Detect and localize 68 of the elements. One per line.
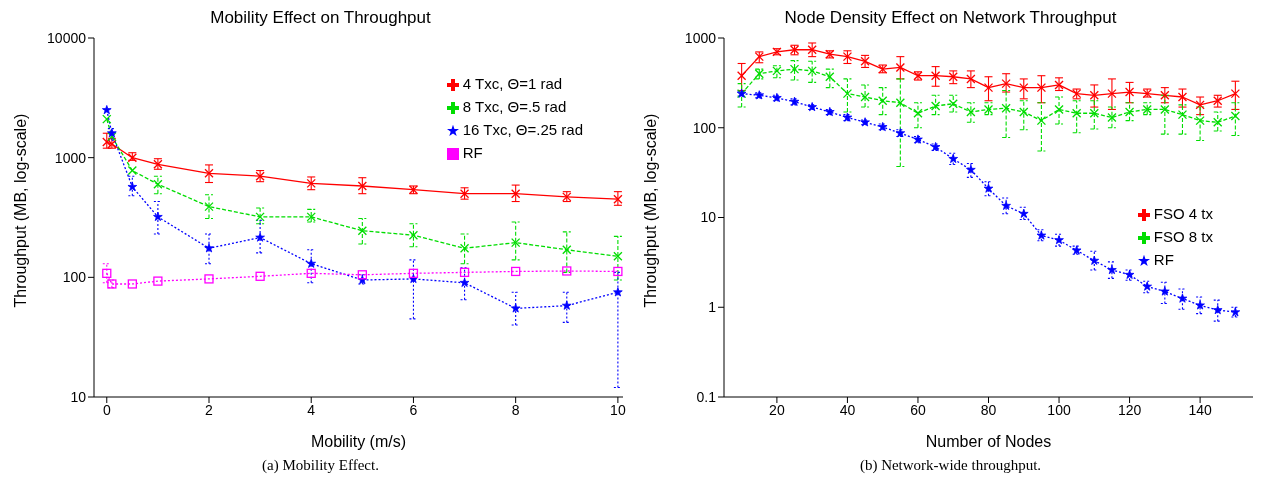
y-tick-label: 100 bbox=[692, 119, 717, 136]
point bbox=[306, 268, 316, 278]
x-tick-label: 8 bbox=[511, 401, 520, 418]
point bbox=[255, 271, 265, 281]
point bbox=[1001, 200, 1011, 210]
x-tick-label: 2 bbox=[205, 401, 214, 418]
legend-label: RF bbox=[462, 144, 483, 161]
point bbox=[102, 268, 112, 278]
legend-label: FSO 4 tx bbox=[1153, 205, 1213, 222]
point bbox=[613, 287, 623, 297]
point bbox=[562, 300, 572, 310]
point bbox=[153, 211, 163, 222]
point bbox=[459, 267, 470, 278]
x-axis-title: Number of Nodes bbox=[925, 433, 1052, 450]
x-tick-label: 20 bbox=[769, 401, 785, 418]
x-tick-label: 100 bbox=[1047, 401, 1071, 418]
y-tick-label: 1000 bbox=[54, 149, 87, 166]
x-tick-label: 0 bbox=[102, 401, 111, 418]
y-tick-label: 1 bbox=[708, 299, 717, 316]
point bbox=[1107, 265, 1117, 275]
point bbox=[306, 258, 316, 268]
y-tick-label: 100 bbox=[62, 269, 87, 286]
point bbox=[983, 183, 994, 193]
y-axis-title: Throughput (MB, log-scale) bbox=[11, 113, 29, 308]
point bbox=[1195, 300, 1205, 310]
point bbox=[613, 266, 623, 277]
chart-title: Node Density Effect on Network Throughput bbox=[784, 8, 1117, 27]
point bbox=[1160, 286, 1170, 296]
point bbox=[102, 105, 112, 115]
x-tick-label: 140 bbox=[1188, 401, 1212, 418]
point bbox=[1177, 293, 1188, 303]
point bbox=[459, 277, 470, 287]
legend-label: 8 Txc, Θ=.5 rad bbox=[462, 98, 567, 115]
legend-label: RF bbox=[1153, 251, 1174, 268]
point bbox=[408, 268, 419, 278]
x-tick-label: 120 bbox=[1117, 401, 1142, 418]
point bbox=[204, 274, 214, 284]
x-tick-label: 80 bbox=[980, 401, 997, 418]
y-tick-label: 10 bbox=[700, 209, 717, 226]
legend-label: 4 Txc, Θ=1 rad bbox=[462, 75, 563, 92]
text: (a) Mobility Effect. bbox=[261, 457, 380, 474]
point bbox=[511, 266, 521, 277]
x-tick-label: 6 bbox=[409, 401, 418, 418]
y-axis-title: Throughput (MB, log-scale) bbox=[641, 113, 659, 308]
x-tick-label: 10 bbox=[610, 401, 626, 418]
y-tick-label: 0.1 bbox=[696, 388, 717, 405]
point bbox=[1212, 305, 1223, 315]
y-tick-label: 10 bbox=[70, 388, 87, 405]
text: (b) Network-wide throughput. bbox=[858, 457, 1043, 474]
chart-title: Mobility Effect on Throughput bbox=[210, 8, 431, 27]
y-tick-label: 1000 bbox=[684, 29, 717, 46]
y-tick-label: 10000 bbox=[47, 29, 87, 46]
point bbox=[357, 270, 367, 280]
x-axis-title: Mobility (m/s) bbox=[310, 433, 407, 450]
x-tick-label: 60 bbox=[910, 401, 926, 418]
point bbox=[127, 279, 137, 289]
legend-label: 16 Txc, Θ=.25 rad bbox=[462, 121, 583, 138]
point bbox=[966, 164, 976, 174]
point bbox=[510, 303, 521, 313]
point bbox=[255, 232, 265, 242]
x-tick-label: 4 bbox=[307, 401, 316, 418]
x-tick-label: 40 bbox=[839, 401, 856, 418]
point bbox=[204, 243, 214, 253]
point bbox=[127, 181, 138, 191]
point bbox=[562, 266, 572, 276]
point bbox=[153, 276, 163, 286]
legend-label: FSO 8 tx bbox=[1153, 228, 1213, 245]
point bbox=[1089, 255, 1100, 265]
